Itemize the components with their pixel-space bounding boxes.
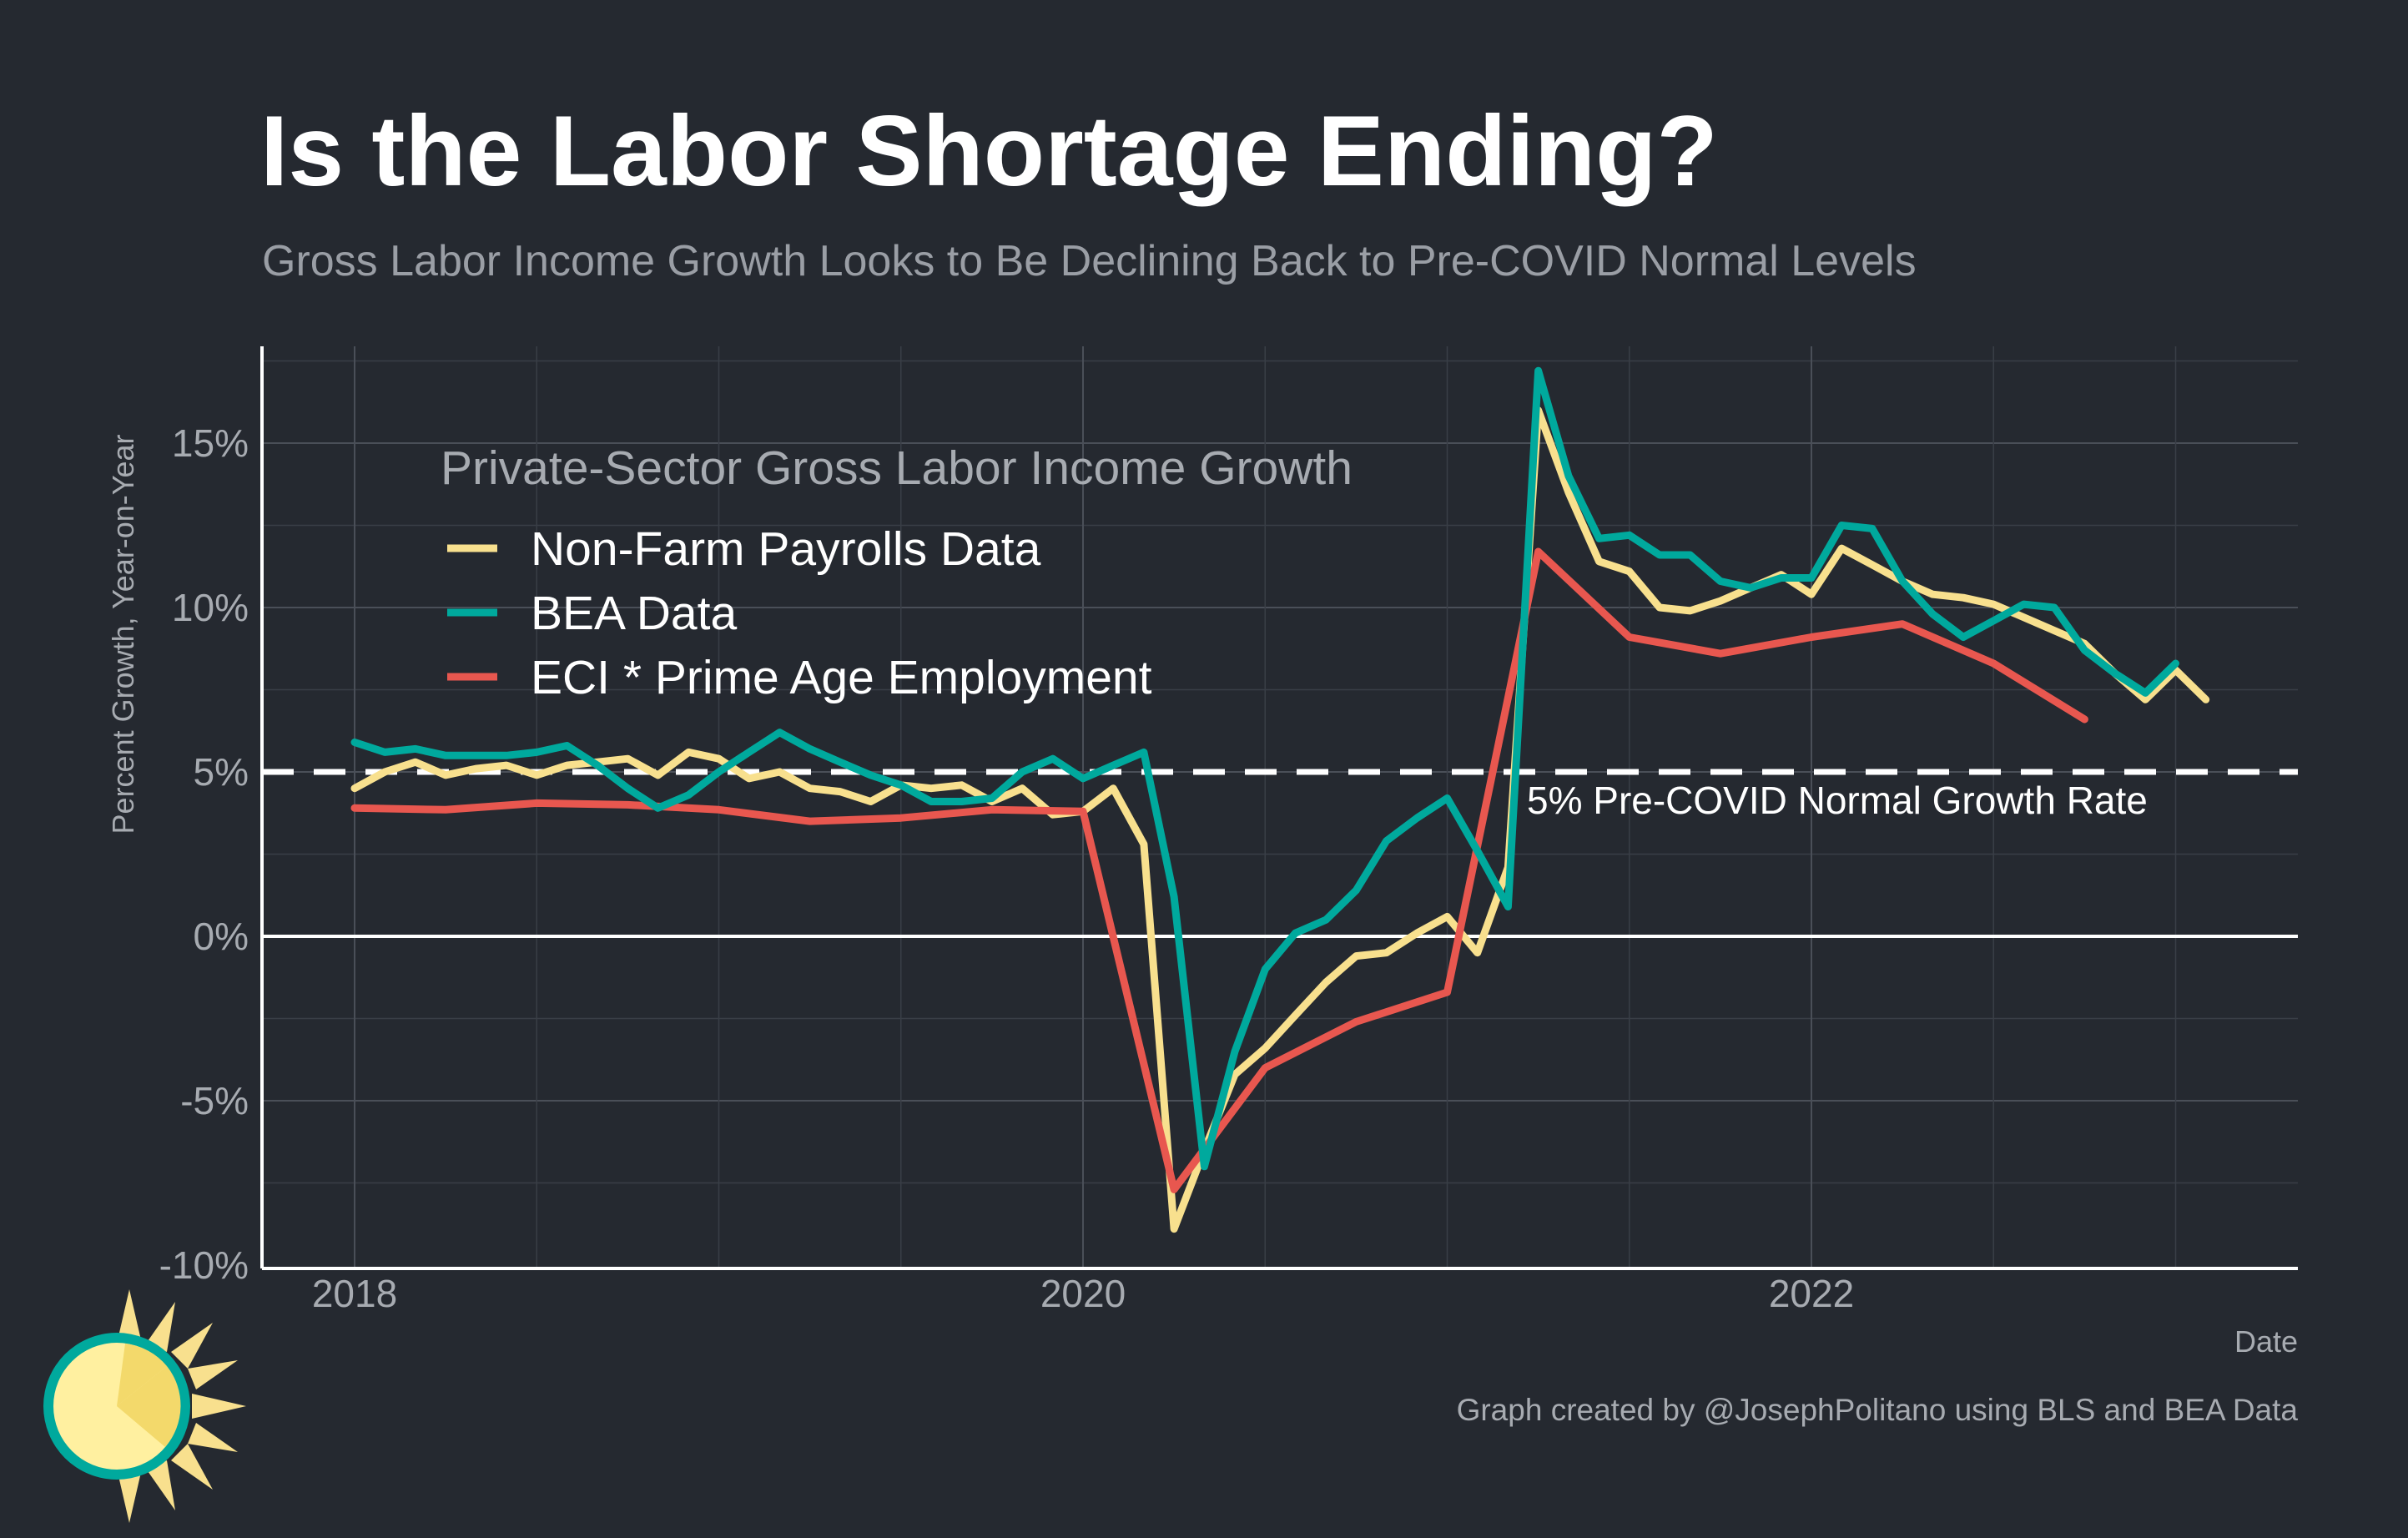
series-lines	[350, 366, 2210, 1233]
x-axis-title: Date	[2234, 1324, 2298, 1359]
chart-caption: Graph created by @JosephPolitano using B…	[1457, 1393, 2299, 1427]
chart-subtitle: Gross Labor Income Growth Looks to Be De…	[262, 237, 1917, 285]
legend-label-bea: BEA Data	[531, 587, 737, 640]
legend: Private-Sector Gross Labor Income Growth…	[441, 441, 1353, 704]
legend-label-eci: ECI * Prime Age Employment	[531, 651, 1152, 704]
series-line-eci	[350, 547, 2088, 1193]
x-tick-label: 2018	[312, 1272, 397, 1315]
y-tick-label: -10%	[159, 1243, 249, 1287]
y-tick-labels: -10% -5% 0% 5% 10% 15%	[159, 421, 249, 1287]
x-tick-label: 2020	[1040, 1272, 1126, 1315]
legend-title: Private-Sector Gross Labor Income Growth	[441, 441, 1353, 495]
sun-ray	[117, 1289, 142, 1344]
sun-logo	[43, 1289, 246, 1523]
y-tick-label: -5%	[180, 1079, 249, 1122]
sun-ray	[188, 1423, 238, 1452]
sun-ray	[117, 1469, 142, 1523]
series-line-bea	[350, 366, 2179, 1171]
sun-ray	[188, 1360, 238, 1389]
x-tick-label: 2022	[1769, 1272, 1854, 1315]
axes	[260, 346, 2298, 1270]
sun-ray	[146, 1460, 175, 1510]
x-tick-labels: 2018 2020 2022	[312, 1272, 1854, 1315]
y-tick-label: 10%	[172, 586, 249, 629]
legend-label-nfp: Non-Farm Payrolls Data	[531, 522, 1041, 576]
sun-ray	[171, 1444, 213, 1490]
y-tick-label: 5%	[194, 750, 249, 794]
sun-shade	[117, 1344, 167, 1406]
sun-shade	[117, 1366, 181, 1447]
reference-line-label: 5% Pre-COVID Normal Growth Rate	[1527, 779, 2148, 822]
sun-ray	[171, 1323, 213, 1369]
sun-ray	[146, 1302, 175, 1352]
y-tick-label: 0%	[194, 915, 249, 958]
grid	[262, 346, 2298, 1268]
sun-ray	[192, 1394, 246, 1419]
chart-title: Is the Labor Shortage Ending?	[260, 95, 1718, 207]
y-axis-title: Percent Growth, Year-on-Year	[106, 435, 140, 835]
y-tick-label: 15%	[172, 421, 249, 465]
